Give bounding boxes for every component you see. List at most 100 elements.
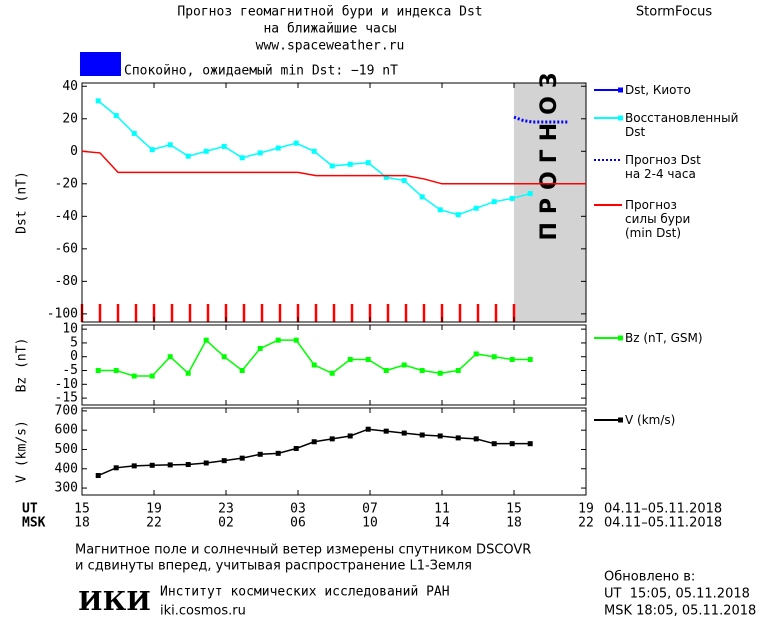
data-point [293,446,299,452]
note: Магнитное поле и солнечный ветер измерен… [75,543,531,558]
data-point [131,463,137,469]
y-tick-label: -15 [55,391,78,406]
x-tick-label: 19 [146,502,162,517]
data-point [527,356,533,362]
series-line [98,338,531,377]
x-tick-label-msk: 22 [146,516,162,531]
y-tick-label: 700 [55,403,78,418]
y-tick-label: 500 [55,442,78,457]
data-point [293,140,299,146]
data-point [365,160,371,166]
x-tick-label: 07 [362,502,378,517]
data-point [455,435,461,441]
legend-marker [618,87,623,93]
x-tick-label-msk: 02 [218,516,234,531]
data-point [131,130,137,136]
y-tick-label: 0 [70,349,78,364]
data-point [383,174,389,180]
data-point [509,195,515,201]
data-point [149,373,155,379]
data-point [203,148,209,154]
data-point [221,458,227,464]
y-tick-label: 600 [55,423,78,438]
data-point [95,98,101,104]
y-tick-label: 300 [55,481,78,496]
data-point [185,153,191,159]
data-point [383,428,389,434]
data-point [401,430,407,436]
date-range: 04.11–05.11.2018 [604,516,722,531]
data-point [131,373,137,379]
institute: Институт космических исследований РАН [160,585,450,600]
data-point [329,436,335,442]
legend-marker [618,335,623,341]
data-point [419,194,425,200]
data-point [275,450,281,456]
data-point [257,451,263,457]
data-point [257,345,263,351]
y-tick-label: -60 [55,241,78,256]
data-point [527,441,533,447]
data-point [185,462,191,468]
data-point [455,212,461,218]
x-tick-label: 15 [74,502,90,517]
data-point [293,337,299,343]
y-tick-label: -5 [62,363,78,378]
data-point [365,426,371,432]
y-axis-label: V (km/s) [15,420,30,483]
data-point [437,370,443,376]
brand: StormFocus [636,5,712,20]
data-point [257,150,263,156]
data-point [509,356,515,362]
x-tick-label: 19 [578,502,594,517]
x-tick-label-msk: 18 [506,516,522,531]
status: Спокойно, ожидаемый min Dst: −19 nT [124,64,398,79]
y-tick-label: 0 [70,144,78,159]
data-point [149,462,155,468]
subtitle: www.spaceweather.ru [256,39,405,54]
data-point [365,356,371,362]
updated-ut: UT 15:05, 05.11.2018 [604,587,750,602]
legend-label: Восстановленный Dst [625,111,739,139]
y-tick-label: -10 [55,377,78,392]
series-line [97,428,531,477]
x-tick-label: 11 [434,502,450,517]
legend-label: Прогноз силы бури (min Dst) [625,198,691,240]
data-point [95,368,101,374]
y-tick-label: -20 [55,176,78,191]
title: Прогноз геомагнитной бури и индекса Dst [177,5,482,20]
data-point [275,145,281,151]
data-point [347,356,353,362]
data-point [113,113,119,119]
data-point [113,465,119,471]
data-point [95,473,101,479]
legend-marker [618,417,623,423]
data-point [437,433,443,439]
data-point [167,354,173,360]
y-tick-label: -40 [55,209,78,224]
legend-label: Прогноз Dst на 2-4 часа [625,153,701,181]
x-tick-label: 23 [218,502,234,517]
x-tick-label-msk: 06 [290,516,306,531]
updated-msk: MSK 18:05, 05.11.2018 [604,604,756,619]
series-line [81,150,586,185]
logo: ИКИ [78,587,151,617]
data-point [167,462,173,468]
y-axis-label: Dst (nT) [15,171,30,234]
title: на ближайшие часы [263,22,396,37]
data-point [419,368,425,374]
data-point [527,191,533,197]
updated-label: Обновлено в: [604,570,695,585]
plot-frame [81,407,587,496]
data-point [239,368,245,374]
data-point [239,455,245,461]
data-point [329,370,335,376]
y-tick-label: 400 [55,461,78,476]
data-point [401,178,407,184]
date-range: 04.11–05.11.2018 [604,502,722,517]
data-point [383,368,389,374]
plot-frame [81,82,587,323]
y-axis-label: Bz (nT) [15,338,30,393]
plot-frame [81,324,587,406]
